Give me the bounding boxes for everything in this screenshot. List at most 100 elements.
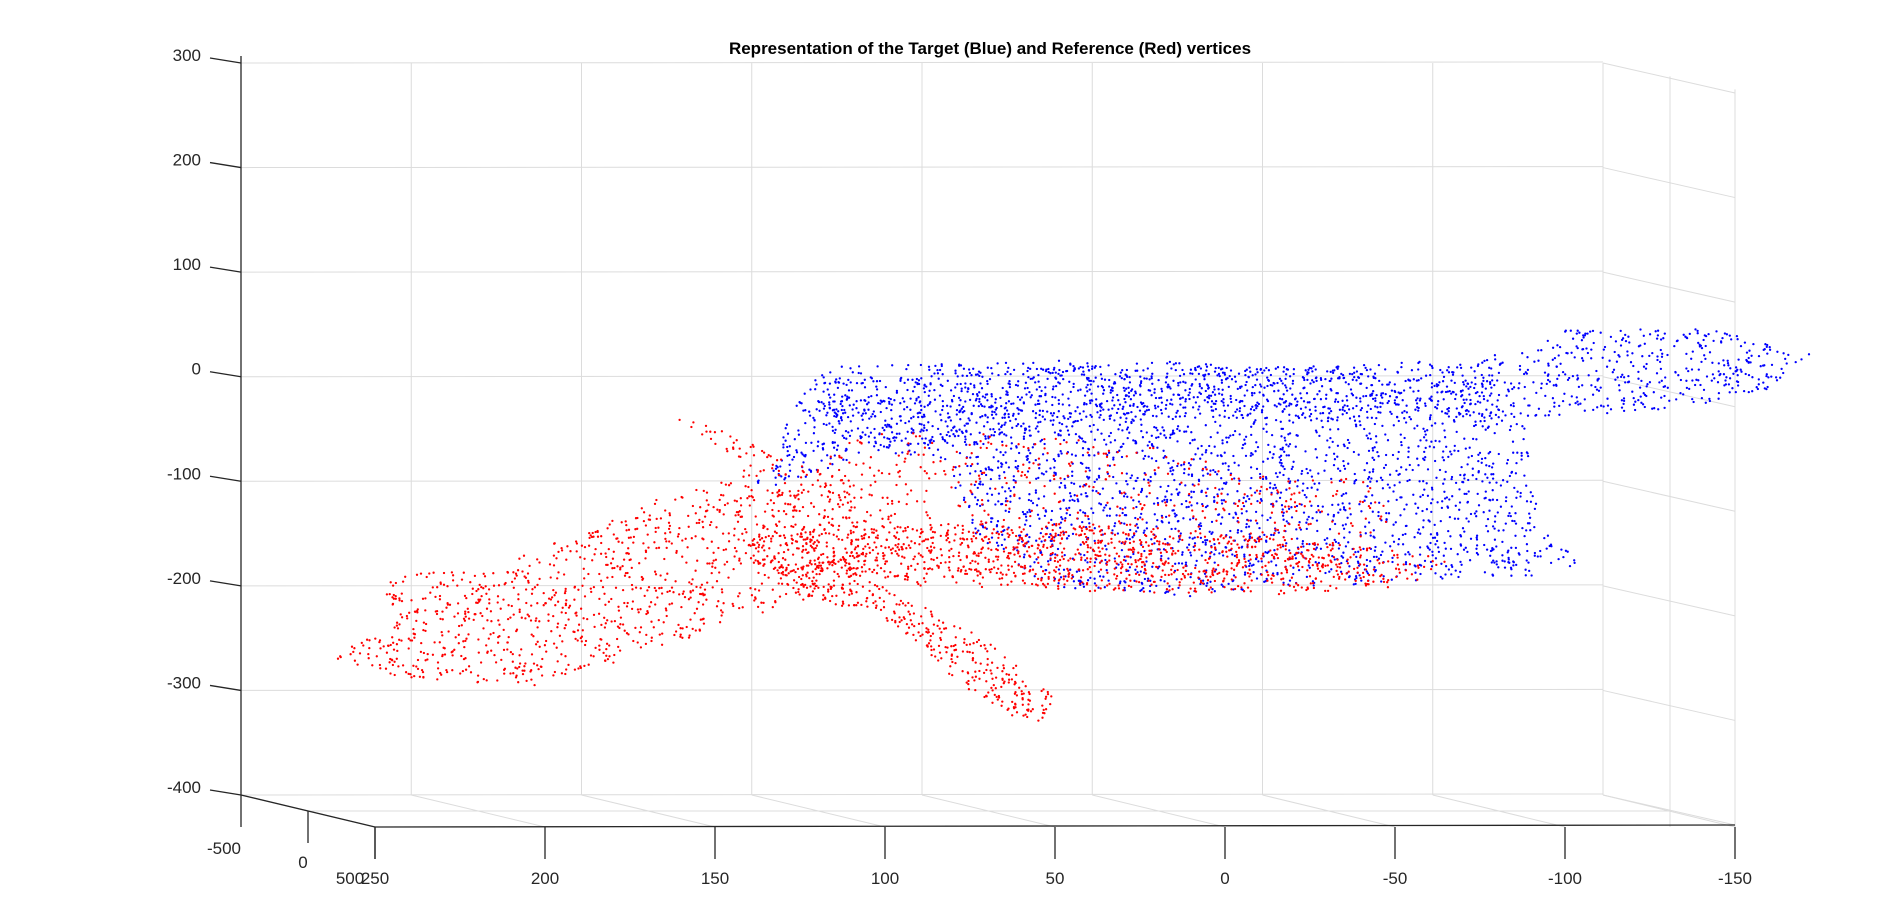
data-point — [1439, 368, 1442, 372]
data-point — [1525, 484, 1528, 487]
data-point — [1444, 470, 1447, 474]
data-point — [1784, 357, 1787, 361]
data-point — [1591, 393, 1595, 396]
data-point — [644, 557, 647, 560]
data-point — [1132, 534, 1136, 537]
data-point — [1458, 501, 1462, 504]
data-point — [1378, 379, 1381, 383]
data-point — [1221, 487, 1224, 490]
data-point — [1250, 451, 1253, 455]
data-point — [1241, 446, 1244, 450]
data-point — [511, 652, 514, 656]
data-point — [899, 419, 903, 422]
data-point — [396, 649, 399, 653]
data-point — [1108, 514, 1111, 517]
data-point — [1486, 476, 1489, 479]
data-point — [379, 647, 382, 650]
data-point — [424, 597, 427, 600]
data-point — [1422, 427, 1425, 430]
data-point — [589, 534, 592, 537]
data-point — [1397, 450, 1400, 454]
data-point — [1190, 431, 1193, 434]
data-point — [981, 404, 984, 408]
data-point — [848, 582, 851, 585]
data-point — [1255, 441, 1258, 444]
data-point — [1281, 398, 1284, 401]
data-point — [1156, 518, 1159, 522]
data-point — [1446, 506, 1450, 509]
data-point — [1495, 405, 1498, 408]
data-point — [690, 425, 693, 429]
data-point — [1385, 511, 1388, 515]
data-point — [1229, 397, 1232, 400]
data-point — [565, 599, 568, 602]
data-point — [1429, 502, 1433, 505]
data-point — [1367, 521, 1371, 524]
data-point — [737, 513, 740, 517]
data-point — [1269, 373, 1273, 377]
data-point — [1104, 558, 1107, 562]
data-point — [845, 437, 848, 440]
data-point — [1310, 504, 1313, 507]
data-point — [1461, 394, 1464, 397]
data-point — [642, 519, 646, 523]
data-point — [1016, 465, 1020, 468]
grid-line-back-horizontal — [240, 793, 1604, 796]
data-point — [1574, 401, 1577, 405]
data-point — [1571, 337, 1575, 340]
data-point — [456, 612, 460, 615]
data-point — [1373, 549, 1377, 552]
data-point — [850, 389, 854, 392]
data-point — [973, 443, 976, 446]
data-point — [928, 389, 931, 392]
data-point — [1059, 450, 1062, 453]
data-point — [903, 381, 906, 385]
data-point — [1504, 414, 1507, 417]
data-point — [1496, 511, 1499, 514]
data-point — [1416, 424, 1419, 427]
data-point — [1107, 364, 1110, 367]
data-point — [920, 428, 923, 431]
data-point — [710, 520, 713, 524]
data-point — [530, 633, 533, 636]
data-point — [1134, 392, 1137, 395]
data-point — [842, 436, 846, 440]
data-point — [785, 566, 788, 570]
data-point — [814, 546, 817, 550]
data-point — [727, 532, 730, 535]
data-point — [1465, 492, 1468, 496]
data-point — [1621, 373, 1624, 376]
data-point — [720, 588, 724, 591]
data-point — [1267, 378, 1270, 382]
data-point — [1573, 561, 1576, 565]
data-point — [694, 535, 697, 538]
data-point — [778, 520, 781, 523]
data-point — [1265, 398, 1269, 401]
data-point — [754, 597, 757, 600]
data-point — [600, 623, 603, 627]
data-point — [1288, 419, 1291, 422]
data-point — [800, 451, 803, 454]
data-point — [1024, 515, 1028, 518]
data-point — [992, 456, 995, 459]
data-point — [1705, 375, 1709, 378]
data-point — [1325, 542, 1328, 545]
data-point — [906, 378, 910, 381]
data-point — [1357, 376, 1360, 379]
data-point — [1576, 329, 1579, 332]
data-point — [480, 594, 483, 598]
data-point — [1136, 405, 1139, 409]
data-point — [1001, 486, 1004, 489]
data-point — [1345, 395, 1348, 398]
data-point — [486, 619, 489, 622]
data-point — [1009, 500, 1012, 503]
data-point — [1119, 507, 1122, 510]
data-point — [481, 614, 484, 618]
data-point — [1296, 400, 1299, 403]
data-point — [1320, 419, 1323, 422]
data-point — [1481, 413, 1484, 416]
data-point — [1342, 459, 1345, 463]
data-point — [1174, 368, 1177, 372]
data-point — [709, 430, 712, 433]
data-point — [1596, 406, 1599, 409]
